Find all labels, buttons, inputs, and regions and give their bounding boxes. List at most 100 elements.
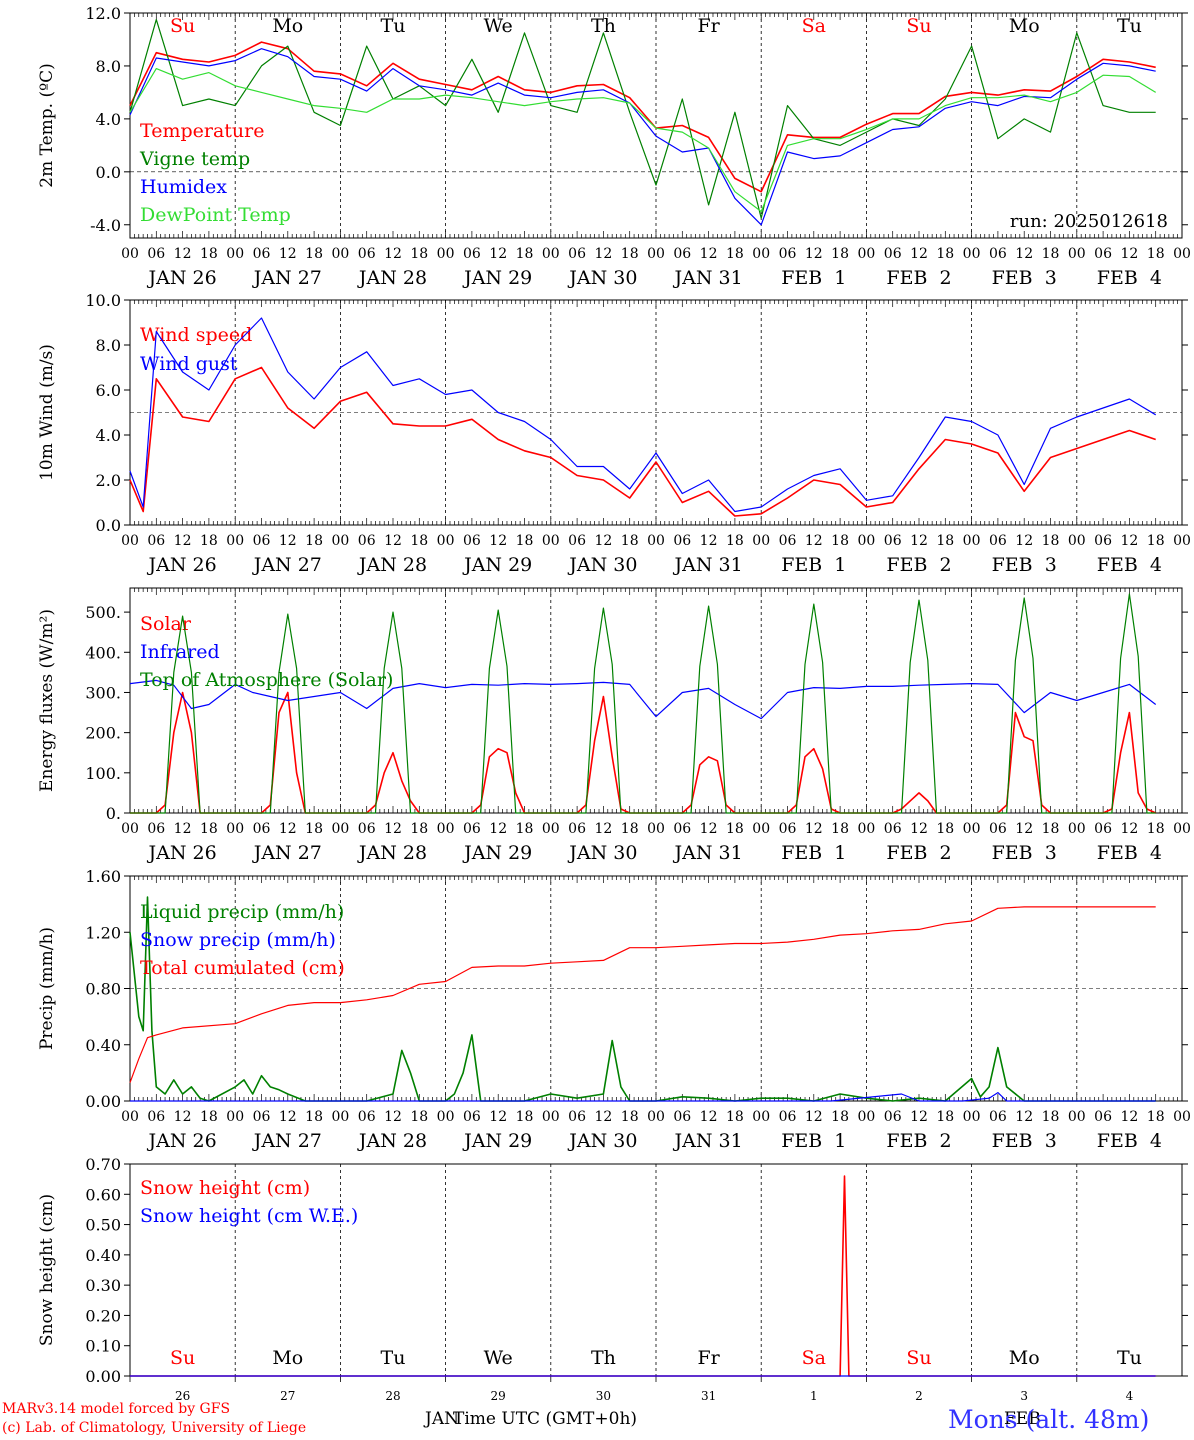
x-day-label: JAN 31 xyxy=(673,267,743,289)
footer-lab-line: (c) Lab. of Climatology, University of L… xyxy=(2,1420,306,1436)
x-hour-label: 00 xyxy=(752,533,770,549)
y-tick-label: 0.50 xyxy=(85,1216,121,1235)
weekday-label: Th xyxy=(591,1347,616,1369)
legend-entry: Humidex xyxy=(140,176,227,198)
x-hour-label: 12 xyxy=(805,821,823,837)
weekday-label: Su xyxy=(170,15,195,37)
x-hour-label: 12 xyxy=(1120,1109,1138,1125)
x-hour-label: 06 xyxy=(884,1109,902,1125)
y-tick-label: 100. xyxy=(85,764,121,783)
weekday-label: Sa xyxy=(802,1347,826,1369)
x-hour-label: 06 xyxy=(358,821,376,837)
x-hour-label: 00 xyxy=(857,533,875,549)
x-hour-label: 00 xyxy=(1068,246,1086,262)
y-tick-label: 0.60 xyxy=(85,1185,121,1204)
x-hour-label: 12 xyxy=(805,246,823,262)
x-hour-label: 00 xyxy=(1068,821,1086,837)
x-hour-label: 06 xyxy=(463,1109,481,1125)
legend-entry: Vigne temp xyxy=(139,148,250,170)
x-hour-label: 12 xyxy=(1120,533,1138,549)
x-hour-label: 06 xyxy=(253,533,271,549)
x-day-label: FEB 1 xyxy=(781,1130,846,1152)
x-hour-label: 06 xyxy=(463,821,481,837)
x-hour-label: 12 xyxy=(489,1109,507,1125)
weekday-label: Tu xyxy=(1117,1347,1142,1369)
x-hour-label: 18 xyxy=(305,821,323,837)
weekday-label: Tu xyxy=(1117,15,1142,37)
y-tick-label: -4.0 xyxy=(90,216,121,235)
x-day-label: FEB 2 xyxy=(886,842,951,864)
series-line-humidex xyxy=(129,48,1156,226)
x-day-label: JAN 30 xyxy=(567,267,637,289)
x-hour-label: 00 xyxy=(542,533,560,549)
chart-panel-3: 0. 100. 200. 300. 400. 500. Energy fluxes (W/m… xyxy=(37,587,1191,864)
x-day-number: 31 xyxy=(701,1389,716,1403)
x-hour-label: 12 xyxy=(279,246,297,262)
x-hour-label: 06 xyxy=(673,246,691,262)
y-tick-label: 0.00 xyxy=(85,1092,121,1111)
x-hour-label: 12 xyxy=(910,821,928,837)
x-day-label: JAN 30 xyxy=(567,554,637,576)
x-day-label: FEB 3 xyxy=(992,1130,1057,1152)
x-hour-label: 18 xyxy=(831,1109,849,1125)
x-hour-label: 18 xyxy=(726,1109,744,1125)
legend-entry: Total cumulated (cm) xyxy=(140,957,345,979)
x-hour-label: 00 xyxy=(226,533,244,549)
x-hour-label: 18 xyxy=(726,821,744,837)
x-hour-label: 18 xyxy=(1147,533,1165,549)
x-hour-label: 06 xyxy=(1094,533,1112,549)
series-line-snow-precip-mm-h xyxy=(130,1091,1156,1102)
y-tick-label: 6.0 xyxy=(96,381,121,400)
x-hour-label: 00 xyxy=(963,1109,981,1125)
x-hour-label: 00 xyxy=(331,533,349,549)
x-hour-label: 06 xyxy=(568,246,586,262)
x-hour-label: 00 xyxy=(331,821,349,837)
series-line-wind-gust xyxy=(129,317,1157,513)
x-hour-label: 12 xyxy=(279,821,297,837)
x-day-label: JAN 27 xyxy=(252,842,322,864)
x-day-label: FEB 2 xyxy=(886,554,951,576)
x-hour-label: 00 xyxy=(331,1109,349,1125)
run-label: run: 2025012618 xyxy=(1010,211,1168,232)
x-hour-label: 18 xyxy=(1042,533,1060,549)
x-hour-label: 06 xyxy=(673,1109,691,1125)
x-hour-label: 18 xyxy=(410,246,428,262)
x-hour-label: 00 xyxy=(542,821,560,837)
x-hour-label: 00 xyxy=(647,246,665,262)
x-day-label: FEB 4 xyxy=(1097,554,1162,576)
x-hour-label: 18 xyxy=(516,246,534,262)
x-hour-label: 18 xyxy=(831,533,849,549)
x-hour-label: 00 xyxy=(1173,821,1191,837)
station-label: Mons (alt. 48m) xyxy=(948,1405,1149,1434)
legend-entry: Wind speed xyxy=(140,324,252,346)
chart-panel-4: 0.00 0.40 0.80 1.20 1.60 Precip (mm/h) 00 06 12 1… xyxy=(37,867,1191,1152)
weekday-label: Mo xyxy=(272,15,303,37)
x-hour-label: 18 xyxy=(726,533,744,549)
x-day-label: JAN 31 xyxy=(673,554,743,576)
x-hour-label: 06 xyxy=(989,1109,1007,1125)
x-hour-label: 18 xyxy=(936,821,954,837)
x-hour-label: 06 xyxy=(1094,821,1112,837)
x-hour-label: 18 xyxy=(200,821,218,837)
y-tick-label: 0.0 xyxy=(96,516,121,535)
y-axis-label: Snow height (cm) xyxy=(37,1194,57,1346)
x-hour-label: 12 xyxy=(279,1109,297,1125)
x-hour-label: 12 xyxy=(1120,821,1138,837)
x-hour-label: 12 xyxy=(489,246,507,262)
x-day-label: JAN 29 xyxy=(462,554,532,576)
x-hour-label: 12 xyxy=(1015,1109,1033,1125)
x-hour-label: 00 xyxy=(226,246,244,262)
y-tick-label: 2.0 xyxy=(96,471,121,490)
x-hour-label: 12 xyxy=(594,1109,612,1125)
x-hour-label: 06 xyxy=(463,533,481,549)
x-hour-label: 12 xyxy=(594,533,612,549)
x-day-label: JAN 28 xyxy=(357,554,427,576)
y-tick-label: 10.0 xyxy=(85,291,121,310)
x-hour-label: 12 xyxy=(700,533,718,549)
x-hour-label: 06 xyxy=(253,246,271,262)
x-day-label: FEB 2 xyxy=(886,267,951,289)
x-hour-label: 12 xyxy=(384,821,402,837)
xaxis-title: Time UTC (GMT+0h) xyxy=(453,1409,637,1429)
x-hour-label: 00 xyxy=(437,246,455,262)
